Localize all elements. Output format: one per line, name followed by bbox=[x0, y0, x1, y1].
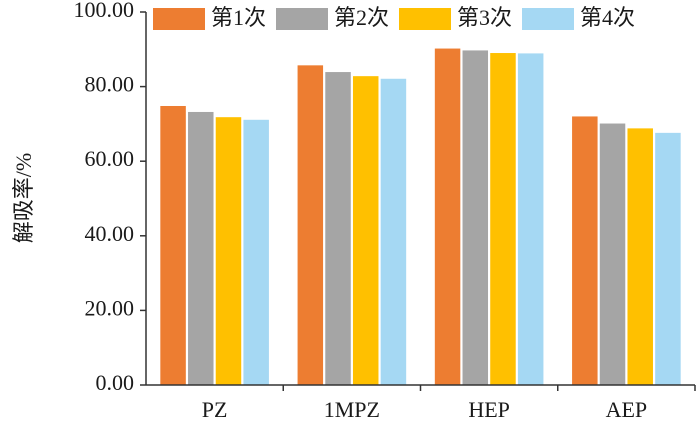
bar-aep-series-3 bbox=[627, 128, 653, 385]
bar-hep-series-2 bbox=[462, 50, 489, 385]
bar-1mpz-series-2 bbox=[325, 72, 351, 385]
y-tick-label: 80.00 bbox=[85, 72, 135, 97]
bar-hep-series-1 bbox=[434, 48, 461, 385]
y-tick-label: 40.00 bbox=[85, 221, 135, 246]
bar-1mpz-series-4 bbox=[380, 78, 407, 385]
legend-swatch bbox=[399, 8, 451, 30]
x-ticks: PZ 1MPZ HEP AEP bbox=[202, 385, 696, 422]
x-category-label: AEP bbox=[606, 397, 648, 422]
y-tick-label: 100.00 bbox=[74, 0, 135, 22]
bar-hep-series-3 bbox=[490, 53, 516, 385]
legend-label: 第1次 bbox=[211, 5, 266, 30]
legend-swatch bbox=[153, 8, 205, 30]
bar-hep-series-4 bbox=[517, 53, 544, 385]
legend-swatch bbox=[522, 8, 574, 30]
legend: 第1次 第2次 第3次 第4次 bbox=[153, 5, 635, 30]
bar-pz-series-4 bbox=[243, 119, 269, 385]
bars-layer bbox=[160, 48, 681, 386]
y-tick-label: 60.00 bbox=[85, 146, 135, 171]
y-axis-label: 解吸率/% bbox=[11, 153, 36, 243]
x-category-label: 1MPZ bbox=[324, 397, 380, 422]
bar-pz-series-3 bbox=[215, 117, 242, 385]
legend-label: 第3次 bbox=[457, 5, 512, 30]
legend-label: 第2次 bbox=[334, 5, 389, 30]
bar-aep-series-2 bbox=[599, 123, 626, 385]
legend-swatch bbox=[276, 8, 328, 30]
bar-aep-series-1 bbox=[572, 116, 598, 385]
y-tick-label: 20.00 bbox=[85, 295, 135, 320]
legend-label: 第4次 bbox=[580, 5, 635, 30]
bar-1mpz-series-1 bbox=[297, 65, 324, 386]
bar-pz-series-1 bbox=[160, 105, 186, 385]
y-ticks: 0.00 20.00 40.00 60.00 80.00 100.00 bbox=[74, 0, 146, 395]
bar-1mpz-series-3 bbox=[352, 76, 379, 385]
bar-pz-series-2 bbox=[188, 111, 214, 386]
bar-aep-series-4 bbox=[655, 132, 681, 385]
x-category-label: HEP bbox=[468, 397, 510, 422]
y-tick-label: 0.00 bbox=[96, 370, 135, 395]
x-category-label: PZ bbox=[202, 397, 228, 422]
